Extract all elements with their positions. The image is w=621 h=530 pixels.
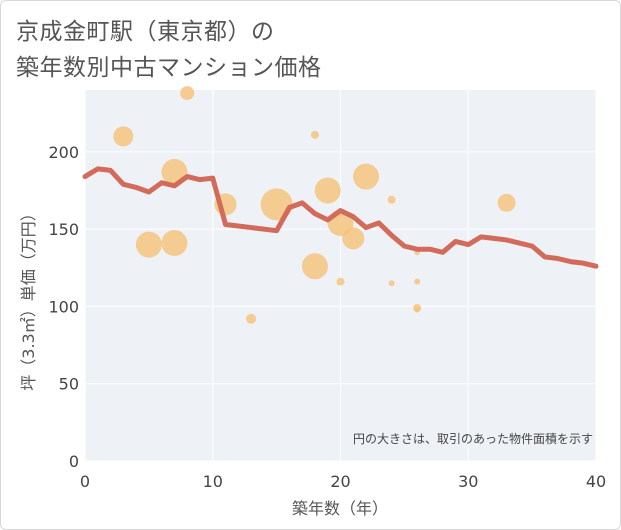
bubble-point	[388, 280, 395, 287]
y-tick-label: 100	[48, 297, 79, 316]
x-tick-labels: 0 10 20 30 40	[80, 472, 606, 491]
bubble-point	[180, 86, 195, 101]
x-tick-label: 0	[80, 472, 90, 491]
bubble-point	[301, 253, 328, 280]
y-axis-title: 坪（3.3㎡）単価（万円）	[19, 205, 38, 390]
y-tick-label: 50	[59, 375, 79, 394]
bubble-point	[414, 278, 421, 285]
bubble-point	[414, 306, 421, 313]
x-tick-label: 40	[586, 472, 606, 491]
chart-title-line1: 京成金町駅（東京都）の	[16, 19, 275, 45]
bubble-point	[260, 188, 293, 221]
bubble-point	[310, 130, 319, 139]
bubble-point	[497, 193, 516, 212]
chart-note: 円の大きさは、取引のあった物件面積を示す	[353, 431, 593, 446]
bubble-point	[113, 126, 134, 147]
trend-line	[82, 166, 599, 269]
y-tick-label: 0	[69, 452, 79, 471]
bubble-point	[336, 277, 345, 286]
bubble-point	[314, 177, 341, 204]
x-tick-label: 20	[330, 472, 350, 491]
chart-title-line2: 築年数別中古マンション価格	[16, 55, 322, 81]
y-tick-label: 150	[48, 220, 79, 239]
bubble-point	[246, 313, 257, 324]
bubble-point	[135, 231, 162, 258]
x-axis-title: 築年数（年）	[292, 499, 388, 518]
bubble-point	[387, 195, 396, 204]
bubble-point	[161, 230, 188, 257]
x-tick-label: 30	[458, 472, 478, 491]
chart-title: 京成金町駅（東京都）の 築年数別中古マンション価格	[16, 14, 322, 86]
bubble-point	[342, 227, 365, 250]
x-tick-label: 10	[203, 472, 223, 491]
y-tick-label: 200	[48, 143, 79, 162]
bubble-point	[353, 163, 380, 190]
y-tick-labels: 0 50 100 150 200	[48, 143, 79, 471]
